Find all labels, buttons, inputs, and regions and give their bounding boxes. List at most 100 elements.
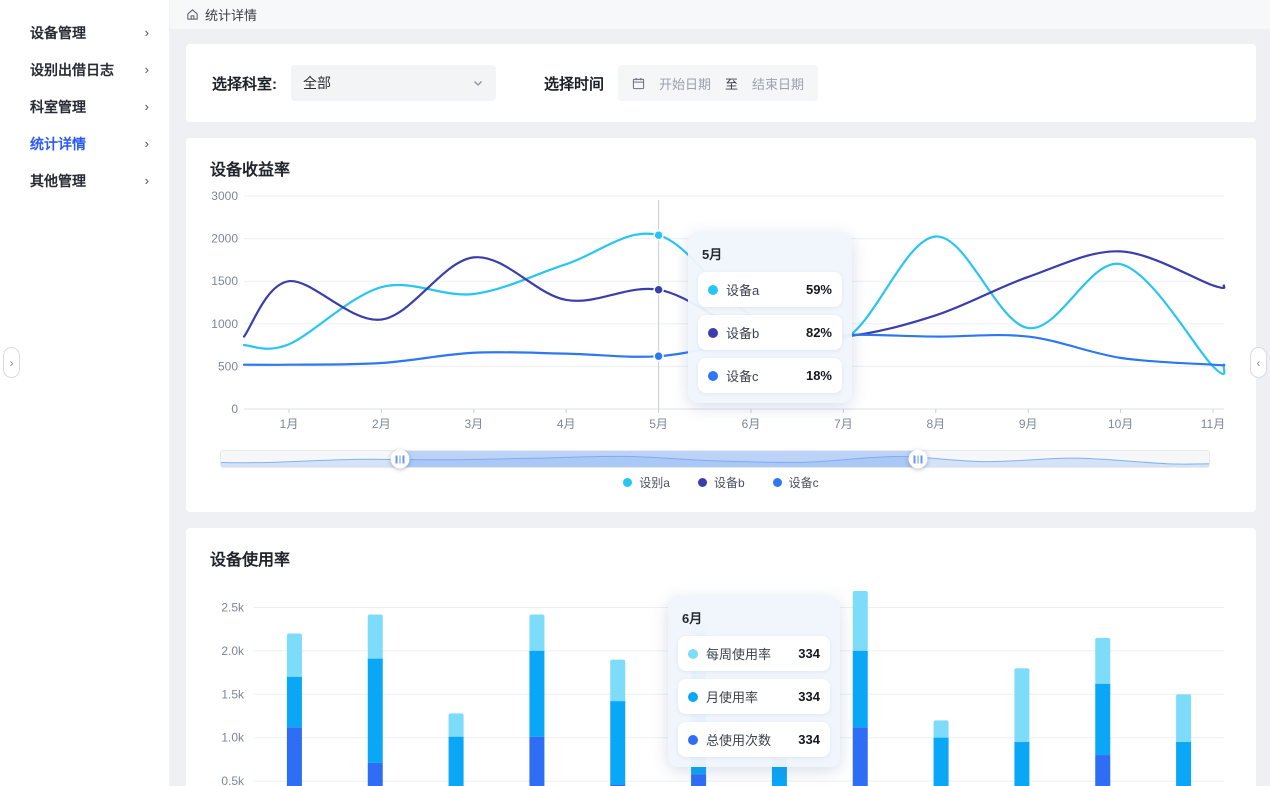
bar-segment-总使用次数[interactable] (529, 736, 545, 786)
department-select[interactable]: 全部 (291, 65, 496, 101)
bar-segment-总使用次数[interactable] (286, 727, 302, 786)
tooltip-title: 5月 (702, 247, 723, 262)
datazoom-track[interactable] (220, 450, 1210, 468)
chevron-right-icon: › (9, 355, 14, 370)
datazoom-minimap (221, 455, 1209, 467)
date-range-picker[interactable]: 开始日期 至 结束日期 (618, 65, 819, 101)
x-axis-label: 5月 (649, 417, 668, 431)
bar-segment-月使用率[interactable] (610, 701, 626, 785)
y-axis-label: 2000 (211, 232, 238, 246)
sidebar-item-label: 设别出借日志 (30, 61, 114, 78)
revenue-rate-card: 设备收益率 3000 2000 1500 1000 500 0 1月 2月 3月 4月 5月 6月 7月… (186, 138, 1256, 512)
tooltip-row-label: 设备b (726, 326, 760, 341)
legend-item-0[interactable]: 设别a (623, 474, 670, 491)
chevron-right-icon: › (144, 99, 149, 114)
bar-segment-每周使用率[interactable] (1176, 694, 1192, 746)
bar-segment-月使用率[interactable] (448, 736, 464, 786)
bar-segment-总使用次数[interactable] (852, 727, 868, 786)
breadcrumb: 统计详情 (170, 0, 1270, 30)
bar-segment-每周使用率[interactable] (448, 713, 464, 740)
bar-segment-月使用率[interactable] (286, 676, 302, 728)
bar-chart: 2.5k 2.0k 1.5k 1.0k 0.5k 6月 每周使用率 334 月使用率 334 总… (210, 584, 1232, 786)
bar-segment-月使用率[interactable] (367, 658, 383, 763)
bar-segment-每周使用率[interactable] (367, 614, 383, 662)
tooltip-row: 月使用率 334 (678, 679, 830, 714)
bar-segment-总使用次数[interactable] (1095, 755, 1111, 786)
calendar-icon (632, 77, 645, 89)
sidebar-collapse-button[interactable]: › (3, 347, 20, 378)
bar-segment-总使用次数[interactable] (610, 784, 626, 786)
bar-segment-每周使用率[interactable] (1095, 637, 1111, 687)
sidebar-item-2[interactable]: 科室管理 › (0, 88, 169, 125)
x-axis-label: 6月 (742, 417, 761, 431)
legend-label: 设备c (788, 476, 819, 490)
highlight-point (653, 229, 664, 241)
highlight-point (653, 284, 664, 295)
legend-dot-icon (772, 478, 782, 487)
sidebar-item-1[interactable]: 设别出借日志 › (0, 51, 169, 88)
series-dot-icon (708, 284, 718, 295)
bar-segment-每周使用率[interactable] (529, 614, 545, 654)
tooltip-row-label: 总使用次数 (706, 733, 772, 748)
chevron-right-icon: › (144, 25, 149, 40)
bar-segment-月使用率[interactable] (933, 737, 949, 786)
series-dot-icon (688, 691, 698, 702)
tooltip-row-label: 每周使用率 (706, 647, 772, 662)
tooltip-title: 6月 (682, 611, 703, 626)
bar-segment-月使用率[interactable] (1176, 742, 1192, 786)
date-start-input[interactable]: 开始日期 (659, 76, 712, 92)
bar-chart-tooltip: 6月 每周使用率 334 月使用率 334 总使用次数 334 (668, 596, 840, 767)
date-end-input[interactable]: 结束日期 (752, 76, 805, 92)
bar-segment-每周使用率[interactable] (933, 720, 949, 741)
y-axis-label: 500 (218, 359, 238, 373)
line-chart: 3000 2000 1500 1000 500 0 1月 2月 3月 4月 5月 6月 7月 8月 9月 10… (210, 188, 1232, 438)
datazoom-right-handle[interactable] (908, 449, 928, 469)
sidebar-item-label: 统计详情 (30, 135, 86, 152)
bar-segment-每周使用率[interactable] (610, 659, 626, 705)
sidebar-item-label: 设备管理 (30, 24, 86, 41)
usage-rate-card: 设备使用率 2.5k 2.0k 1.5k 1.0k 0.5k 6月 每周使用率 334 月使… (186, 528, 1256, 786)
x-axis-label: 7月 (834, 417, 853, 431)
date-separator: 至 (725, 76, 739, 92)
y-axis-label: 1.0k (221, 731, 245, 745)
tooltip-row-value: 59% (805, 282, 832, 297)
sidebar-item-4[interactable]: 其他管理 › (0, 162, 169, 199)
bar-segment-月使用率[interactable] (852, 650, 868, 728)
bar-segment-总使用次数[interactable] (367, 762, 383, 786)
bar-chart-title: 设备使用率 (210, 552, 291, 569)
main-area: 统计详情 选择科室: 全部 选择时间 (170, 0, 1270, 786)
chevron-left-icon: ‹ (1256, 355, 1261, 370)
datazoom-slider[interactable] (220, 449, 1210, 469)
bar-segment-月使用率[interactable] (529, 650, 545, 737)
department-select-value: 全部 (303, 75, 331, 91)
tooltip-row: 设备b 82% (698, 315, 842, 350)
tooltip-row-value: 334 (798, 646, 820, 661)
line-chart-title: 设备收益率 (210, 162, 291, 179)
y-axis-label: 1.5k (221, 687, 245, 701)
breadcrumb-label[interactable]: 统计详情 (205, 8, 258, 23)
line-chart-legend: 设别a 设备b 设备c (210, 474, 1232, 491)
bar-segment-每周使用率[interactable] (286, 633, 302, 680)
bar-segment-月使用率[interactable] (1095, 683, 1111, 756)
sidebar-item-label: 科室管理 (30, 98, 86, 115)
datazoom-selected-range[interactable] (400, 451, 918, 467)
series-dot-icon (688, 648, 698, 659)
tooltip-row: 每周使用率 334 (678, 636, 830, 671)
panel-collapse-button[interactable]: ‹ (1250, 347, 1267, 378)
legend-item-1[interactable]: 设备b (697, 474, 745, 491)
sidebar-item-0[interactable]: 设备管理 › (0, 14, 169, 51)
filter-bar: 选择科室: 全部 选择时间 开始日期 至 (186, 44, 1256, 122)
legend-item-2[interactable]: 设备c (772, 474, 819, 491)
sidebar-item-3[interactable]: 统计详情 › (0, 125, 169, 162)
bar-segment-每周使用率[interactable] (852, 591, 868, 654)
y-axis-label: 3000 (211, 189, 238, 203)
bar-segment-总使用次数[interactable] (691, 774, 707, 786)
legend-label: 设别a (639, 476, 670, 490)
tooltip-row-value: 18% (805, 368, 832, 383)
bar-segment-月使用率[interactable] (1014, 742, 1030, 786)
datazoom-left-handle[interactable] (390, 449, 410, 469)
bar-segment-每周使用率[interactable] (1014, 668, 1030, 746)
chevron-down-icon (474, 81, 482, 86)
y-axis-label: 0.5k (221, 774, 245, 786)
tooltip-row-label: 设备a (726, 283, 760, 298)
